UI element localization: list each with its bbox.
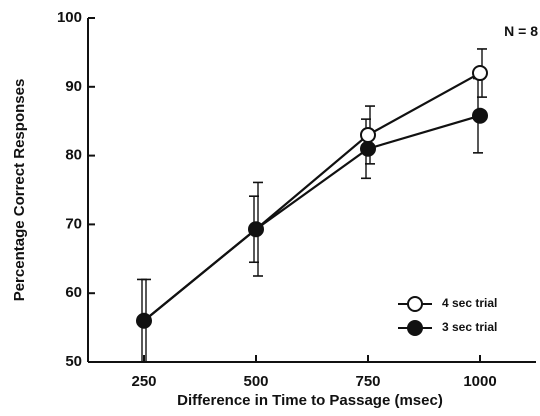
x-tick-label-750: 750 bbox=[355, 373, 380, 390]
point-3sec-250 bbox=[136, 312, 152, 329]
y-tick-label-90: 90 bbox=[65, 78, 82, 95]
y-tick-label-70: 70 bbox=[65, 215, 82, 232]
x-tick-label-500: 500 bbox=[243, 373, 268, 390]
point-4sec-750 bbox=[360, 126, 376, 143]
sample-size-annotation: N = 8 bbox=[504, 23, 538, 39]
point-3sec-1000 bbox=[472, 107, 488, 124]
y-tick-label-80: 80 bbox=[65, 147, 82, 164]
y-axis-ticks: 50 60 70 80 90 100 bbox=[57, 9, 95, 370]
point-3sec-750 bbox=[360, 140, 376, 157]
plot-frame bbox=[87, 18, 536, 363]
y-tick-label-60: 60 bbox=[65, 284, 82, 301]
legend-marker-4sec bbox=[407, 296, 423, 312]
error-bars bbox=[137, 48, 487, 363]
legend-label-3sec: 3 sec trial bbox=[442, 320, 497, 334]
point-4sec-1000 bbox=[472, 65, 488, 82]
data-points bbox=[136, 65, 488, 329]
point-3sec-500 bbox=[248, 221, 264, 238]
x-axis-ticks: 250 500 750 1000 bbox=[131, 355, 497, 390]
x-tick-label-1000: 1000 bbox=[463, 373, 496, 390]
y-tick-label-50: 50 bbox=[65, 353, 82, 370]
legend: 4 sec trial 3 sec trial bbox=[398, 296, 497, 336]
y-axis-label: Percentage Correct Responses bbox=[11, 79, 28, 302]
series-line-4sec bbox=[143, 72, 481, 322]
series-line-3sec bbox=[143, 114, 481, 322]
series-lines bbox=[143, 72, 481, 322]
legend-marker-3sec bbox=[407, 320, 423, 336]
x-tick-label-250: 250 bbox=[131, 373, 156, 390]
y-tick-label-100: 100 bbox=[57, 9, 82, 26]
x-axis-label: Difference in Time to Passage (msec) bbox=[177, 392, 443, 409]
legend-label-4sec: 4 sec trial bbox=[442, 296, 497, 310]
